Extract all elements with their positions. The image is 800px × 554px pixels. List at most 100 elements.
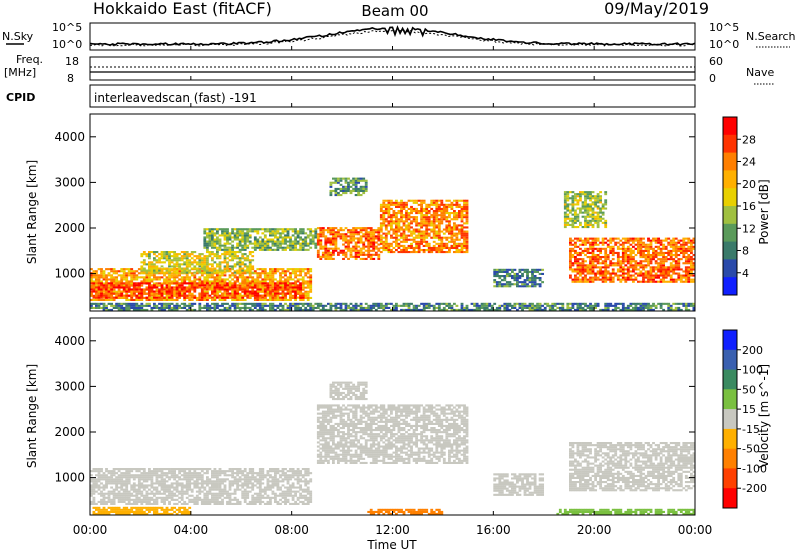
power-cell [165, 306, 169, 309]
power-cell [437, 220, 441, 223]
power-cell [359, 304, 363, 307]
power-cell [125, 282, 129, 285]
power-cell [120, 294, 124, 297]
power-cell [153, 306, 156, 309]
power-cell [258, 290, 262, 293]
power-cell [216, 294, 219, 297]
power-cell [384, 199, 388, 202]
power-cell [432, 220, 436, 223]
power-cell [410, 302, 413, 305]
power-cell [435, 212, 439, 215]
power-cell [392, 308, 396, 311]
power-cell [606, 254, 610, 257]
power-cell [213, 271, 217, 274]
power-cell [223, 248, 227, 251]
power-cell [684, 268, 688, 271]
power-cell [463, 214, 466, 217]
power-cell [654, 268, 658, 271]
power-cell [294, 308, 298, 311]
power-cell [274, 296, 277, 299]
power-cell [626, 262, 630, 265]
power-cell [334, 247, 338, 250]
power-cell [586, 268, 590, 271]
power-cell [586, 193, 590, 196]
power-cell [662, 247, 666, 250]
power-cell [200, 261, 204, 264]
power-cell [505, 306, 509, 309]
power-cell [458, 216, 461, 219]
power-cell [175, 280, 179, 283]
power-cell [284, 288, 287, 291]
power-cell [274, 268, 277, 271]
power-cell [405, 240, 408, 243]
power-cell [528, 306, 532, 309]
power-cell [97, 296, 101, 299]
power-cell [321, 245, 325, 248]
power-cell [574, 217, 577, 220]
power-cell [112, 280, 116, 283]
power-cell [601, 203, 605, 206]
power-cell [395, 212, 398, 215]
power-cell [569, 262, 572, 265]
power-cell [362, 243, 366, 246]
power-cell [581, 239, 585, 242]
power-cell [236, 242, 240, 245]
power-cell [672, 280, 676, 283]
power-cell [435, 249, 439, 252]
power-cell [349, 247, 353, 250]
power-cell [637, 243, 640, 246]
power-cell [692, 264, 696, 267]
power-cell [344, 308, 348, 311]
power-cell [596, 197, 600, 200]
power-cell [632, 251, 635, 254]
power-cell [531, 268, 534, 271]
power-cell [684, 270, 688, 273]
power-cell [241, 261, 245, 264]
power-cell [402, 251, 406, 254]
power-cell [609, 239, 613, 242]
power-cell [281, 282, 285, 285]
power-cell [178, 270, 182, 273]
power-cell [518, 304, 522, 307]
power-cell [135, 286, 139, 289]
power-cell [629, 256, 633, 259]
power-cell [158, 253, 161, 256]
power-cell [445, 216, 449, 219]
power-cell [276, 242, 280, 245]
power-cell [624, 272, 628, 275]
power-cell [236, 271, 240, 274]
power-cell [223, 232, 227, 235]
power-cell [546, 302, 550, 305]
power-cell [571, 254, 575, 257]
power-cell [369, 245, 373, 248]
power-cell [92, 282, 96, 285]
power-cell [218, 298, 222, 301]
power-cell [526, 283, 529, 286]
power-cell [503, 277, 507, 280]
power-cell [571, 256, 575, 259]
power-cell [576, 276, 580, 279]
power-cell [344, 302, 348, 305]
power-cell [284, 298, 287, 301]
power-cell [337, 253, 340, 256]
power-cell [271, 268, 275, 271]
power-cell [692, 237, 696, 240]
power-cell [218, 261, 222, 264]
power-cell [269, 280, 272, 283]
power-cell [291, 286, 295, 289]
power-cell [178, 272, 182, 275]
power-cell [203, 278, 207, 281]
power-cell [105, 280, 108, 283]
power-cell [642, 278, 645, 281]
power-cell [652, 251, 655, 254]
power-cell [100, 272, 103, 275]
power-cell [682, 262, 686, 265]
power-cell [95, 292, 98, 295]
power-cell [581, 249, 585, 252]
power-cell [589, 205, 592, 208]
power-cell [400, 218, 403, 221]
power-cell [233, 265, 237, 268]
power-cell [228, 282, 232, 285]
power-cell [327, 247, 330, 250]
power-cell [581, 260, 585, 263]
